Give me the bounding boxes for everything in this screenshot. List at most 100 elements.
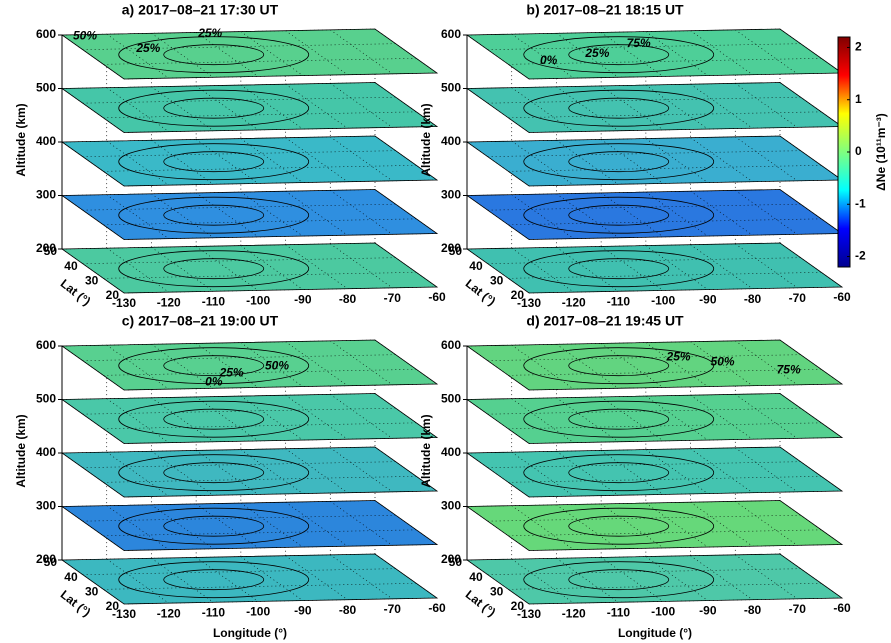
- contour: [568, 515, 670, 537]
- slice-grid-line: [330, 83, 393, 128]
- x-tick-label: -100: [246, 294, 270, 308]
- y-tick-label: 30: [85, 585, 99, 599]
- slice-grid-line: [240, 31, 304, 76]
- slice-grid-line: [690, 501, 753, 547]
- slice-grid-line: [123, 72, 438, 80]
- slice-grid-line: [330, 394, 393, 439]
- slice-grid-line: [103, 369, 417, 376]
- slice-grid-line: [374, 82, 438, 127]
- z-tick-label: 200: [36, 552, 56, 566]
- slice-grid-line: [600, 139, 664, 184]
- slice-grid-line: [195, 450, 259, 495]
- slice-grid-line: [240, 245, 304, 290]
- x-tick-label: -130: [112, 607, 136, 621]
- slice-grid-line: [511, 33, 574, 79]
- slice-grid-line: [106, 558, 169, 604]
- slice-grid-line: [528, 437, 843, 444]
- y-tick-label: 30: [490, 274, 504, 288]
- contour: [118, 89, 310, 127]
- slice-grid-line: [151, 140, 214, 185]
- colorbar-tick-label: 2: [855, 40, 862, 54]
- x-tick-label: -70: [384, 602, 402, 616]
- slice-grid-line: [511, 398, 574, 443]
- slice-grid-line: [240, 191, 304, 237]
- slice-grid-line: [106, 140, 169, 186]
- slice-grid-line: [466, 141, 530, 187]
- slice-grid-line: [466, 189, 781, 196]
- slice-grid-line: [528, 490, 843, 498]
- slice-grid-line: [123, 597, 438, 605]
- slice-grid-line: [374, 339, 438, 385]
- contour-label: 25%: [135, 41, 160, 55]
- slice-grid-line: [240, 342, 304, 387]
- x-tick-label: -80: [339, 292, 357, 306]
- slice-grid-line: [487, 150, 801, 157]
- x-axis-label: Longitude (°): [618, 626, 692, 640]
- slice-grid-line: [82, 203, 396, 211]
- z-tick-label: 400: [36, 445, 56, 459]
- z-tick-label: 400: [441, 445, 461, 459]
- contour: [118, 143, 310, 181]
- slice-grid-line: [690, 394, 753, 440]
- slice-grid-line: [645, 245, 709, 290]
- slice-grid-line: [151, 344, 214, 389]
- slice-grid-line: [735, 340, 798, 386]
- slice-grid-line: [487, 96, 801, 104]
- slice-grid-line: [466, 195, 530, 240]
- contour-label: 50%: [265, 358, 289, 372]
- contour: [118, 250, 310, 288]
- x-tick-label: -100: [651, 605, 675, 619]
- contour: [568, 204, 670, 226]
- contour: [118, 400, 310, 438]
- contour: [118, 454, 310, 492]
- slice-grid-line: [735, 501, 798, 546]
- slice-grid-line: [690, 83, 753, 129]
- slice-grid-line: [466, 399, 530, 444]
- x-tick-label: -120: [157, 295, 181, 309]
- contour: [568, 355, 670, 377]
- slice-grid-line: [779, 28, 843, 74]
- slice-grid-line: [690, 555, 753, 600]
- colorbar-tick-label: 0: [855, 144, 862, 158]
- slice-grid-line: [240, 395, 304, 441]
- contour-label: 0%: [205, 375, 223, 389]
- contour: [163, 569, 265, 591]
- slice-grid-line: [779, 446, 843, 492]
- slice-grid-line: [103, 272, 417, 279]
- slice-grid-line: [103, 529, 417, 537]
- slice-grid-line: [508, 272, 822, 279]
- slice-grid-line: [735, 243, 798, 289]
- slice-grid-line: [330, 190, 393, 235]
- contour: [568, 151, 670, 173]
- y-tick-label: 20: [106, 599, 120, 613]
- slice-grid-line: [779, 339, 843, 385]
- contour: [118, 36, 310, 74]
- y-tick-label: 20: [511, 599, 525, 613]
- slice-grid-line: [330, 340, 393, 386]
- slice-grid-line: [508, 529, 822, 537]
- slice-grid-line: [106, 505, 169, 550]
- slice-grid-line: [466, 242, 781, 250]
- slice-grid-line: [645, 502, 709, 548]
- z-axis-label: Altitude (km): [419, 414, 433, 487]
- contour: [523, 561, 715, 599]
- slice-grid-line: [487, 461, 801, 468]
- slice-grid-line: [374, 393, 438, 438]
- slice-grid-line: [556, 558, 619, 603]
- slice-grid-line: [103, 583, 417, 590]
- slice-grid-line: [151, 451, 214, 496]
- slice-grid-line: [600, 343, 664, 388]
- contour: [163, 44, 265, 66]
- contour-label: 50%: [711, 355, 735, 369]
- z-tick-label: 500: [36, 81, 56, 95]
- slice-grid-line: [106, 247, 169, 293]
- slice-grid-line: [645, 138, 709, 183]
- x-tick-label: -70: [789, 602, 807, 616]
- contour: [568, 462, 670, 484]
- slice-grid-line: [374, 446, 438, 492]
- panel-title: d) 2017–08–21 19:45 UT: [526, 313, 684, 329]
- slice-grid-line: [779, 393, 843, 438]
- slice-grid-line: [690, 244, 753, 289]
- y-tick-label: 50: [449, 555, 463, 569]
- contour: [163, 515, 265, 537]
